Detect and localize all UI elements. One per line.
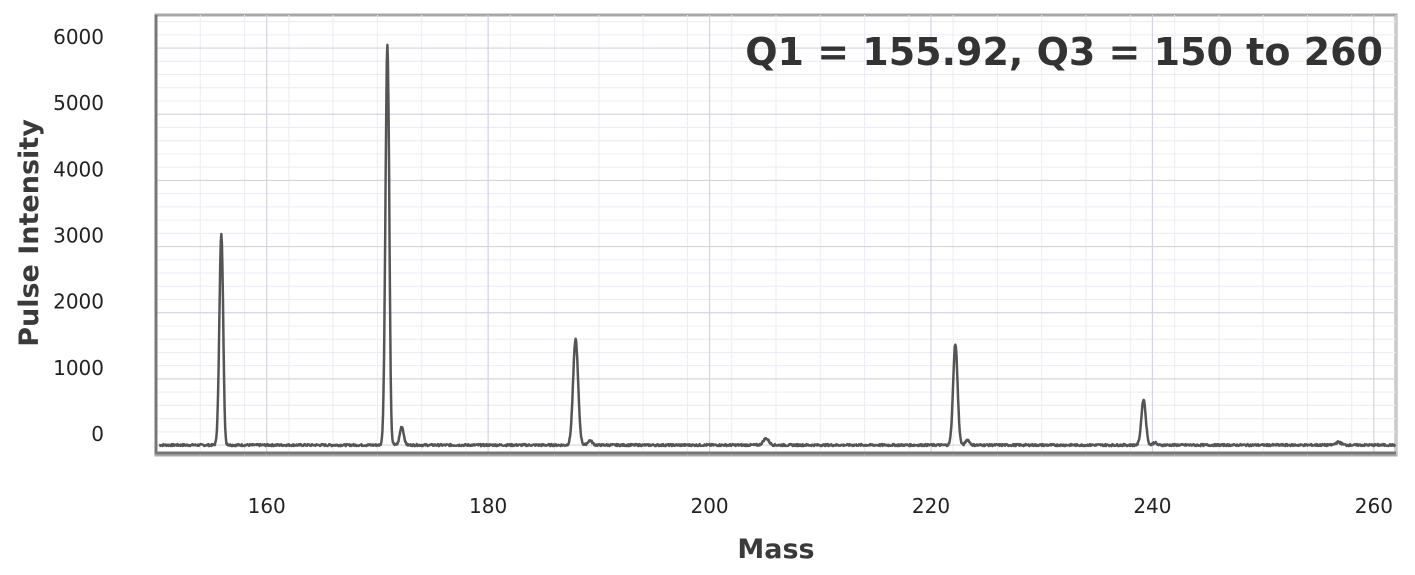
x-tick-label: 200 xyxy=(690,494,728,518)
x-tick-label: 240 xyxy=(1133,494,1171,518)
y-tick-label: 1000 xyxy=(53,356,104,380)
y-axis-title: Pulse Intensity xyxy=(14,119,45,347)
x-axis-ticks: 160 180 200 220 240 260 xyxy=(248,494,1393,518)
x-tick-label: 160 xyxy=(248,494,286,518)
x-tick-label: 180 xyxy=(469,494,507,518)
y-tick-label: 4000 xyxy=(53,157,104,181)
x-tick-label: 220 xyxy=(912,494,950,518)
y-tick-label: 3000 xyxy=(53,224,104,248)
spectrum-line xyxy=(158,43,1397,448)
x-tick-label: 260 xyxy=(1355,494,1393,518)
y-axis-ticks: 0 1000 2000 3000 4000 5000 6000 xyxy=(53,25,104,446)
y-tick-label: 0 xyxy=(91,422,104,446)
y-tick-label: 6000 xyxy=(53,25,104,49)
y-tick-label: 2000 xyxy=(53,290,104,314)
x-axis-title: Mass xyxy=(737,534,814,565)
y-tick-label: 5000 xyxy=(53,91,104,115)
chart-annotation: Q1 = 155.92, Q3 = 150 to 260 xyxy=(745,30,1383,74)
